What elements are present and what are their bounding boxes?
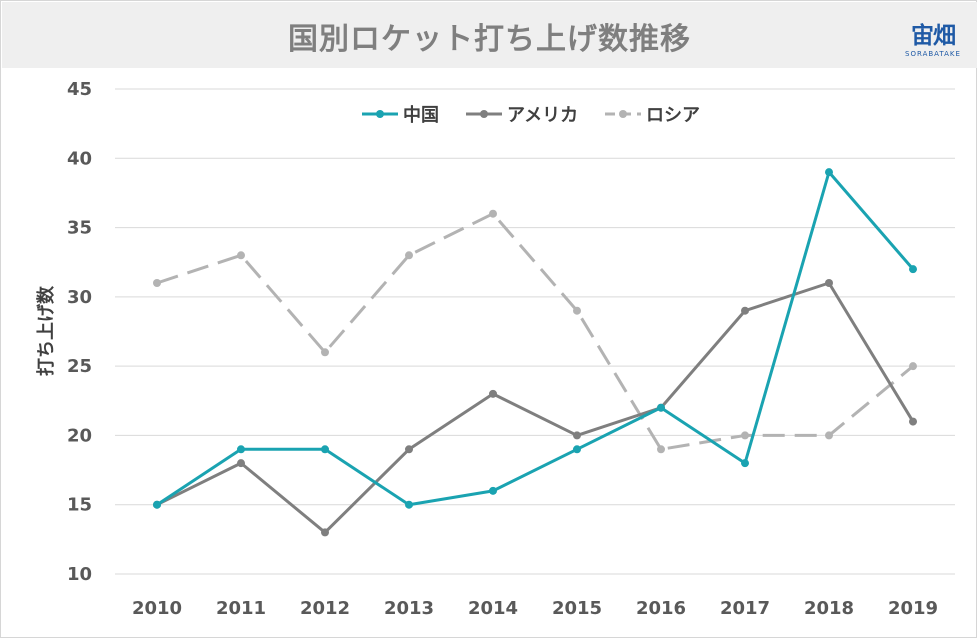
legend-marker bbox=[619, 110, 627, 118]
data-point bbox=[489, 486, 497, 495]
x-tick-label: 2012 bbox=[300, 598, 350, 619]
data-point bbox=[489, 389, 497, 398]
data-point bbox=[153, 500, 161, 509]
legend-label: アメリカ bbox=[507, 105, 578, 126]
data-point bbox=[321, 528, 329, 537]
data-point bbox=[825, 279, 833, 287]
data-point bbox=[237, 251, 245, 260]
y-tick-label: 25 bbox=[67, 356, 92, 377]
data-point bbox=[825, 431, 833, 440]
x-tick-label: 2013 bbox=[384, 598, 434, 619]
data-point bbox=[825, 168, 833, 177]
x-tick-label: 2010 bbox=[132, 598, 182, 619]
sorabatake-logo: 宙畑 SORABATAKE bbox=[903, 16, 963, 60]
series-line bbox=[156, 170, 915, 507]
data-point bbox=[657, 445, 665, 454]
logo-mark: 宙畑 bbox=[911, 22, 956, 49]
y-tick-label: 20 bbox=[67, 425, 92, 446]
y-tick-label: 35 bbox=[67, 218, 92, 239]
y-tick-label: 40 bbox=[67, 148, 92, 169]
data-point bbox=[909, 417, 917, 426]
data-point bbox=[573, 431, 581, 440]
data-point bbox=[237, 459, 245, 468]
x-tick-label: 2011 bbox=[216, 598, 266, 619]
chart-title: 国別ロケット打ち上げ数推移 bbox=[288, 22, 691, 57]
data-point bbox=[741, 459, 749, 468]
legend-marker bbox=[376, 110, 384, 118]
data-point bbox=[405, 445, 413, 454]
data-point bbox=[153, 279, 161, 287]
data-point bbox=[405, 500, 413, 509]
x-tick-label: 2018 bbox=[804, 598, 854, 619]
title-bar: 国別ロケット打ち上げ数推移 宙畑 SORABATAKE bbox=[2, 2, 977, 68]
y-tick-label: 45 bbox=[67, 79, 92, 100]
legend-label: ロシア bbox=[646, 105, 700, 126]
y-tick-label: 30 bbox=[67, 287, 92, 308]
series-line bbox=[156, 281, 915, 534]
data-point bbox=[321, 445, 329, 454]
data-point bbox=[657, 403, 665, 412]
x-tick-label: 2014 bbox=[468, 598, 518, 619]
data-point bbox=[405, 251, 413, 260]
y-tick-label: 15 bbox=[67, 495, 92, 516]
x-tick-label: 2016 bbox=[636, 598, 686, 619]
x-tick-label: 2019 bbox=[888, 598, 938, 619]
data-point bbox=[909, 362, 917, 371]
data-point bbox=[237, 445, 245, 454]
data-point bbox=[573, 306, 581, 315]
data-point bbox=[321, 348, 329, 357]
logo-subtext: SORABATAKE bbox=[905, 50, 961, 58]
data-point bbox=[741, 306, 749, 315]
data-point bbox=[573, 445, 581, 454]
x-tick-label: 2017 bbox=[720, 598, 770, 619]
legend-label: 中国 bbox=[403, 104, 439, 126]
x-tick-label: 2015 bbox=[552, 598, 602, 619]
data-point bbox=[489, 209, 497, 218]
data-point bbox=[741, 431, 749, 440]
y-tick-label: 10 bbox=[67, 564, 92, 585]
legend-marker bbox=[480, 110, 488, 118]
data-point bbox=[909, 265, 917, 274]
